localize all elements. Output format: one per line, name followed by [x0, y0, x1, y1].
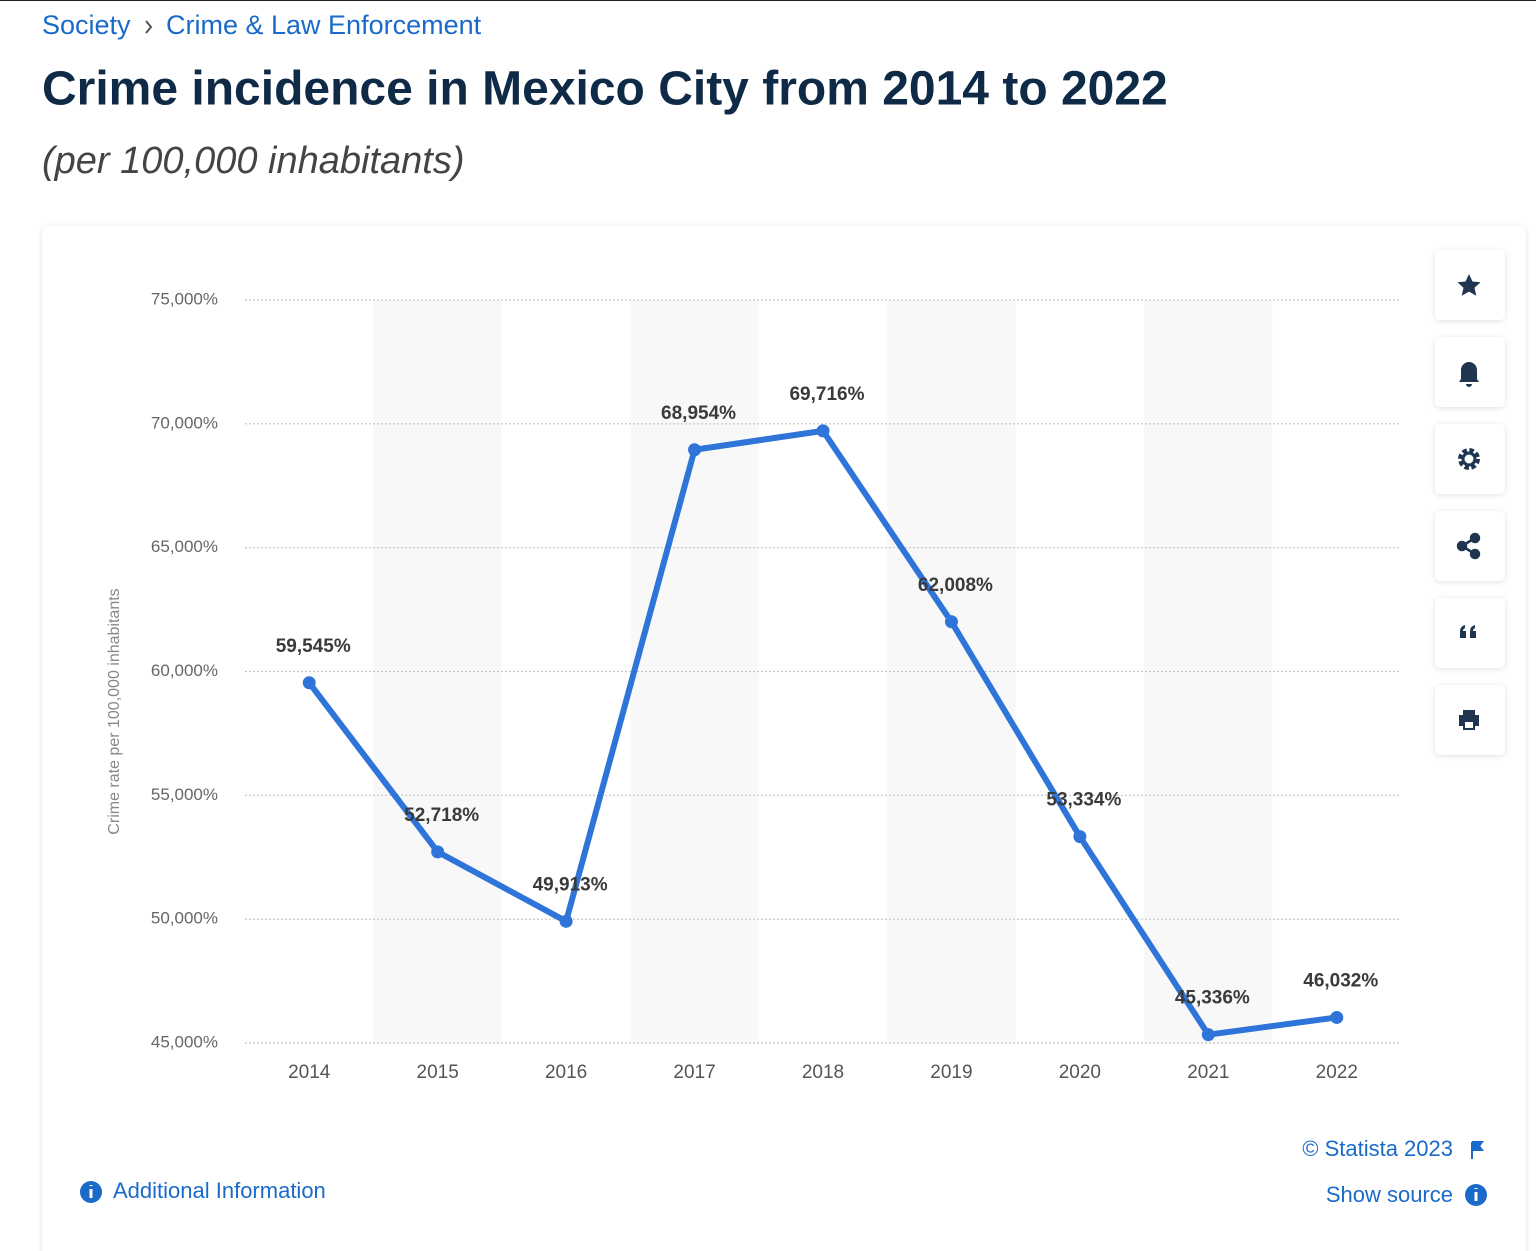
data-point — [1073, 830, 1087, 844]
x-tick-label: 2016 — [545, 1062, 587, 1083]
chart-subtitle: (per 100,000 inhabitants) — [42, 140, 465, 182]
y-tick-label: 55,000% — [151, 785, 218, 804]
x-tick-label: 2019 — [930, 1062, 972, 1083]
x-tick-label: 2015 — [417, 1062, 459, 1083]
gear-icon — [1458, 448, 1480, 470]
data-point — [1201, 1028, 1215, 1042]
x-tick-label: 2021 — [1187, 1062, 1229, 1083]
y-tick-label: 65,000% — [151, 537, 218, 556]
chart-card — [42, 226, 1526, 1251]
print-icon — [1459, 710, 1479, 730]
chart-title: Crime incidence in Mexico City from 2014… — [42, 63, 1168, 116]
data-label: 49,913% — [533, 874, 608, 895]
data-label: 68,954% — [661, 403, 736, 424]
x-tick-label: 2022 — [1316, 1062, 1358, 1083]
x-tick-label: 2018 — [802, 1062, 844, 1083]
star-icon — [1457, 274, 1481, 296]
x-tick-label: 2020 — [1059, 1062, 1101, 1083]
data-label: 59,545% — [276, 636, 351, 657]
y-tick-label: 60,000% — [151, 661, 218, 680]
data-label: 52,718% — [404, 805, 479, 826]
data-label: 45,336% — [1175, 988, 1250, 1009]
data-point — [688, 443, 702, 457]
data-point — [559, 914, 573, 928]
additional-info-link[interactable]: Additional Information — [113, 1178, 326, 1203]
flag-icon[interactable] — [1471, 1141, 1484, 1159]
share-icon — [1456, 532, 1481, 560]
x-tick-label: 2014 — [288, 1062, 331, 1083]
data-label: 69,716% — [789, 384, 864, 405]
show-source-link[interactable]: Show source — [1326, 1182, 1453, 1207]
data-label: 46,032% — [1303, 970, 1378, 991]
y-axis-title: Crime rate per 100,000 inhabitants — [106, 588, 123, 834]
settings-button[interactable] — [1435, 424, 1505, 494]
x-tick-label: 2017 — [673, 1062, 715, 1083]
data-point — [1330, 1010, 1344, 1024]
breadcrumb-link[interactable]: Society — [42, 10, 131, 40]
data-point — [944, 615, 958, 629]
copyright-link[interactable]: © Statista 2023 — [1302, 1136, 1453, 1161]
data-label: 62,008% — [918, 575, 993, 596]
plot-area: 45,000% 50,000% 55,000% 60,000% 65,000% 70,00… — [106, 289, 1401, 1083]
data-point — [816, 424, 830, 438]
quote-icon — [1460, 625, 1476, 638]
breadcrumb-separator — [145, 20, 153, 34]
data-point — [302, 676, 316, 690]
y-tick-label: 45,000% — [151, 1032, 218, 1051]
bell-icon — [1459, 362, 1479, 387]
y-tick-label: 50,000% — [151, 909, 218, 928]
breadcrumb-link[interactable]: Crime & Law Enforcement — [166, 10, 482, 40]
data-point — [431, 845, 445, 859]
data-label: 53,334% — [1046, 790, 1121, 811]
toolbar — [1435, 250, 1505, 755]
share-button[interactable] — [1435, 511, 1505, 581]
gear-icon — [1461, 451, 1477, 467]
y-tick-label: 75,000% — [151, 289, 218, 308]
y-tick-label: 70,000% — [151, 413, 218, 432]
